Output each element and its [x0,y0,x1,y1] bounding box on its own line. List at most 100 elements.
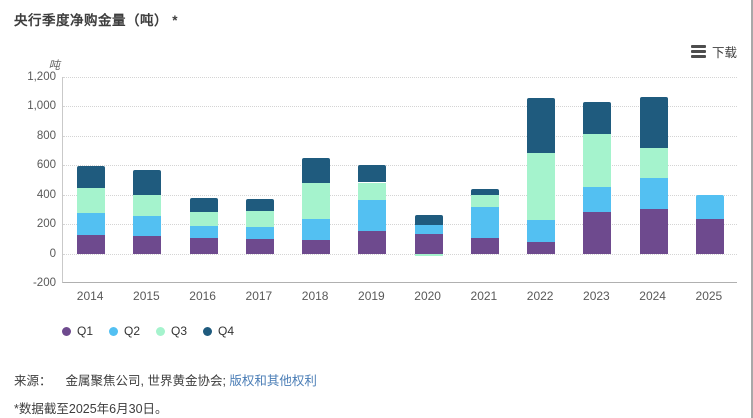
bar-segment-2015-Q2[interactable] [133,215,162,237]
bar-segment-2019-Q4[interactable] [358,165,387,183]
bar-segment-2019-Q3[interactable] [358,182,387,200]
y-tick-label: 1,000 [27,100,56,113]
bar-segment-2020-Q1[interactable] [414,233,443,254]
gridline-200 [63,224,737,226]
bar-segment-2018-Q2[interactable] [302,218,331,241]
x-axis-labels: 2014 2015 2016 2017 2018 2019 2020 2021 2022 2023… [62,289,737,303]
x-axis-label-2017: 2017 [245,289,273,303]
bar-segment-2018-Q3[interactable] [302,183,331,219]
x-axis-label-2018: 2018 [301,289,329,303]
bar-segment-2015-Q3[interactable] [133,194,162,216]
legend-dot-Q4 [203,326,213,336]
source-prefix: 来源： [14,374,52,388]
y-tick-label: -200 [32,277,56,289]
gridline-1200 [63,77,737,78]
legend: Q1 Q2 Q3 Q4 [62,324,234,338]
bar-segment-2018-Q1[interactable] [302,240,331,254]
bar-segment-2017-Q2[interactable] [245,227,274,240]
bar-segment-2024-Q1[interactable] [639,209,668,254]
bar-segment-2017-Q1[interactable] [245,239,274,254]
legend-item-Q1[interactable]: Q1 [62,324,93,338]
x-axis-label-2020: 2020 [414,289,441,303]
download-label: 下载 [711,46,737,60]
bar-segment-2016-Q2[interactable] [189,226,218,239]
bar-segment-2024-Q4[interactable] [639,96,668,148]
bar-segment-2014-Q2[interactable] [77,212,106,235]
bar-segment-2024-Q3[interactable] [639,147,668,178]
y-tick-label: 200 [36,218,56,231]
gridline-800 [63,135,737,137]
bar-segment-2021-Q1[interactable] [470,238,499,254]
legend-dot-Q1 [62,326,71,336]
bar-segment-2022-Q4[interactable] [527,98,556,154]
bar-segment-2020-Q3[interactable] [414,253,443,256]
bar-segment-2021-Q3[interactable] [470,195,499,208]
legend-dot-Q3 [156,326,166,336]
bar-segment-2018-Q4[interactable] [302,158,331,184]
bar-segment-2021-Q4[interactable] [470,188,499,196]
footnote: *数据截至2025年6月30日。 [14,402,168,416]
source-text: 金属聚焦公司, 世界黄金协会; [65,374,226,388]
bar-segment-2020-Q4[interactable] [414,215,443,225]
rights-link[interactable]: 版权和其他权利 [229,374,317,388]
y-tick-label: 800 [36,129,56,142]
bar-segment-2015-Q1[interactable] [133,236,162,254]
legend-item-Q2[interactable]: Q2 [109,324,140,338]
x-axis-label-2016: 2016 [189,289,216,303]
y-tick-label: 0 [49,247,56,260]
bar-segment-2022-Q2[interactable] [527,220,556,242]
bar-segment-2021-Q2[interactable] [470,207,499,239]
x-axis-label-2024: 2024 [639,289,666,303]
legend-dot-Q2 [109,326,119,336]
x-axis-label-2014: 2014 [76,289,104,303]
x-axis-label-2022: 2022 [526,289,554,303]
x-axis-label-2019: 2019 [358,289,385,303]
bar-segment-2023-Q4[interactable] [583,102,612,134]
x-axis-label-2021: 2021 [470,289,498,303]
y-tick-label: 1,200 [27,71,56,83]
chart-title: 央行季度净购金量（吨） * [14,13,179,28]
bar-segment-2014-Q3[interactable] [77,187,106,213]
bar-segment-2017-Q4[interactable] [245,198,274,211]
legend-label-Q3: Q3 [171,324,188,338]
bar-segment-2016-Q3[interactable] [189,211,218,227]
y-axis-unit-label: 吨 [48,60,61,72]
bar-segment-2023-Q1[interactable] [583,212,612,254]
bar-segment-2022-Q3[interactable] [527,153,556,220]
gridline-0 [63,253,737,255]
bar-segment-2014-Q4[interactable] [77,166,106,188]
legend-item-Q3[interactable]: Q3 [156,324,187,338]
bar-segment-2020-Q2[interactable] [414,224,443,234]
legend-label-Q1: Q1 [77,324,94,338]
bar-segment-2023-Q3[interactable] [583,133,612,188]
bar-segment-2015-Q4[interactable] [133,169,162,195]
legend-label-Q2: Q2 [124,324,141,338]
footer: 来源： 金属聚焦公司, 世界黄金协会; 版权和其他权利 *数据截至2025年6月3… [14,370,317,418]
legend-label-Q4: Q4 [218,324,235,338]
x-axis-label-2015: 2015 [133,289,160,303]
hamburger-icon [690,45,706,58]
gridline-1000 [63,106,737,108]
bar-segment-2016-Q4[interactable] [189,197,218,212]
plot-area [62,77,737,283]
bar-segment-2017-Q3[interactable] [245,210,274,228]
bar-segment-2023-Q2[interactable] [583,187,612,213]
x-axis-label-2023: 2023 [583,289,610,303]
bar-segment-2025-Q1[interactable] [695,218,724,254]
bar-segment-2016-Q1[interactable] [189,238,218,254]
y-tick-label: 400 [36,188,56,201]
bar-segment-2022-Q1[interactable] [527,241,556,254]
bar-segment-2025-Q2[interactable] [695,194,724,219]
bar-segment-2019-Q2[interactable] [358,199,387,231]
source-line: 来源： 金属聚焦公司, 世界黄金协会; 版权和其他权利 [14,370,317,389]
download-button[interactable]: 下载 [690,42,737,61]
gridline-400 [63,194,737,196]
gridline-600 [63,165,737,167]
bar-segment-2019-Q1[interactable] [358,230,387,254]
x-axis-label-2025: 2025 [695,289,723,303]
bar-segment-2014-Q1[interactable] [77,234,106,254]
y-tick-label: 600 [36,159,56,172]
bar-segment-2024-Q2[interactable] [639,177,668,210]
legend-item-Q4[interactable]: Q4 [203,324,234,338]
